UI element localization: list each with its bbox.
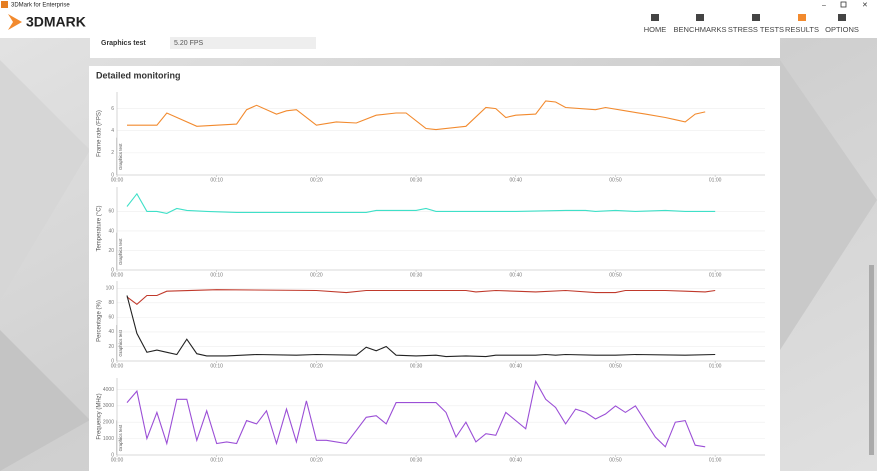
nav-item[interactable]: RESULTS <box>785 25 819 34</box>
title-bar <box>0 0 877 10</box>
x-tick-label: 00:40 <box>510 272 523 278</box>
nav-icon[interactable] <box>752 14 760 21</box>
y-tick-label: 40 <box>108 329 114 335</box>
band-label: Graphics test <box>118 143 123 170</box>
summary-value: 5.20 FPS <box>174 40 204 47</box>
nav-icon[interactable] <box>651 14 659 21</box>
x-tick-label: 00:50 <box>609 363 622 369</box>
x-tick-label: 00:10 <box>210 457 223 463</box>
test-band <box>116 325 118 361</box>
series-line <box>127 100 706 131</box>
band-label: Graphics test <box>118 238 123 265</box>
y-tick-label: 4000 <box>103 387 114 393</box>
y-tick-label: 2000 <box>103 420 114 426</box>
summary-label: Graphics test <box>101 40 146 47</box>
scrollbar[interactable] <box>869 265 874 455</box>
x-tick-label: 00:00 <box>111 272 124 278</box>
x-tick-label: 00:20 <box>310 457 323 463</box>
y-axis-title: Frequency (MHz) <box>97 393 103 439</box>
test-band <box>116 137 118 175</box>
x-tick-label: 00:30 <box>410 363 423 369</box>
y-tick-label: 0 <box>111 267 114 273</box>
x-tick-label: 00:20 <box>310 272 323 278</box>
x-tick-label: 00:50 <box>609 272 622 278</box>
x-tick-label: 00:20 <box>310 363 323 369</box>
x-tick-label: 00:30 <box>410 272 423 278</box>
bg-shape <box>0 330 90 471</box>
logo-mark <box>8 14 22 30</box>
x-tick-label: 01:00 <box>709 363 722 369</box>
series-line <box>126 295 716 358</box>
nav-item[interactable]: OPTIONS <box>825 25 859 34</box>
summary-field <box>170 37 316 49</box>
y-tick-label: 60 <box>108 315 114 321</box>
y-tick-label: 40 <box>108 228 114 234</box>
nav-item[interactable]: HOME <box>644 25 667 34</box>
band-label: Graphics test <box>118 424 123 451</box>
y-axis-title: Frame rate (FPS) <box>97 110 103 157</box>
y-tick-label: 80 <box>108 300 114 306</box>
x-tick-label: 01:00 <box>709 177 722 183</box>
nav-item[interactable]: BENCHMARKS <box>674 25 727 34</box>
nav-icon[interactable] <box>696 14 704 21</box>
test-band <box>116 232 118 270</box>
maximize-button[interactable] <box>840 1 847 8</box>
y-tick-label: 100 <box>106 286 115 292</box>
app-icon <box>1 1 8 8</box>
x-tick-label: 00:40 <box>510 177 523 183</box>
band-label: Graphics test <box>118 329 123 356</box>
x-tick-label: 01:00 <box>709 272 722 278</box>
bg-shape <box>780 60 877 350</box>
x-tick-label: 00:50 <box>609 457 622 463</box>
x-tick-label: 00:00 <box>111 457 124 463</box>
y-tick-label: 0 <box>111 172 114 178</box>
x-tick-label: 00:40 <box>510 457 523 463</box>
x-tick-label: 00:00 <box>111 177 124 183</box>
x-tick-label: 00:40 <box>510 363 523 369</box>
series-line <box>126 379 706 448</box>
x-tick-label: 00:10 <box>210 272 223 278</box>
y-tick-label: 2 <box>111 150 114 156</box>
y-tick-label: 6 <box>111 106 114 112</box>
series-line <box>126 192 716 214</box>
x-tick-label: 00:00 <box>111 363 124 369</box>
y-tick-label: 20 <box>108 248 114 254</box>
y-axis-title: Temperature (°C) <box>97 205 103 251</box>
y-tick-label: 20 <box>108 344 114 350</box>
y-tick-label: 1000 <box>103 436 114 442</box>
x-tick-label: 00:30 <box>410 457 423 463</box>
window-title: 3DMark for Enterprise <box>11 3 70 9</box>
y-tick-label: 3000 <box>103 403 114 409</box>
y-tick-label: 60 <box>108 209 114 215</box>
x-tick-label: 00:20 <box>310 177 323 183</box>
y-tick-label: 0 <box>111 358 114 364</box>
x-tick-label: 00:30 <box>410 177 423 183</box>
series-line <box>126 289 716 306</box>
minimize-button[interactable]: – <box>822 2 826 9</box>
x-tick-label: 00:50 <box>609 177 622 183</box>
x-tick-label: 00:10 <box>210 363 223 369</box>
nav-icon[interactable] <box>798 14 806 21</box>
nav-item[interactable]: STRESS TESTS <box>728 25 784 34</box>
x-tick-label: 01:00 <box>709 457 722 463</box>
y-tick-label: 4 <box>111 128 114 134</box>
logo: 3DMARK <box>26 14 86 30</box>
test-band <box>116 420 118 455</box>
section-title: Detailed monitoring <box>96 70 181 80</box>
bg-shape <box>0 60 90 300</box>
close-button[interactable]: ✕ <box>862 2 868 9</box>
x-tick-label: 00:10 <box>210 177 223 183</box>
y-axis-title: Percentage (%) <box>97 300 103 342</box>
y-tick-label: 0 <box>111 452 114 458</box>
monitoring-card <box>89 66 780 471</box>
nav-icon[interactable] <box>838 14 846 21</box>
